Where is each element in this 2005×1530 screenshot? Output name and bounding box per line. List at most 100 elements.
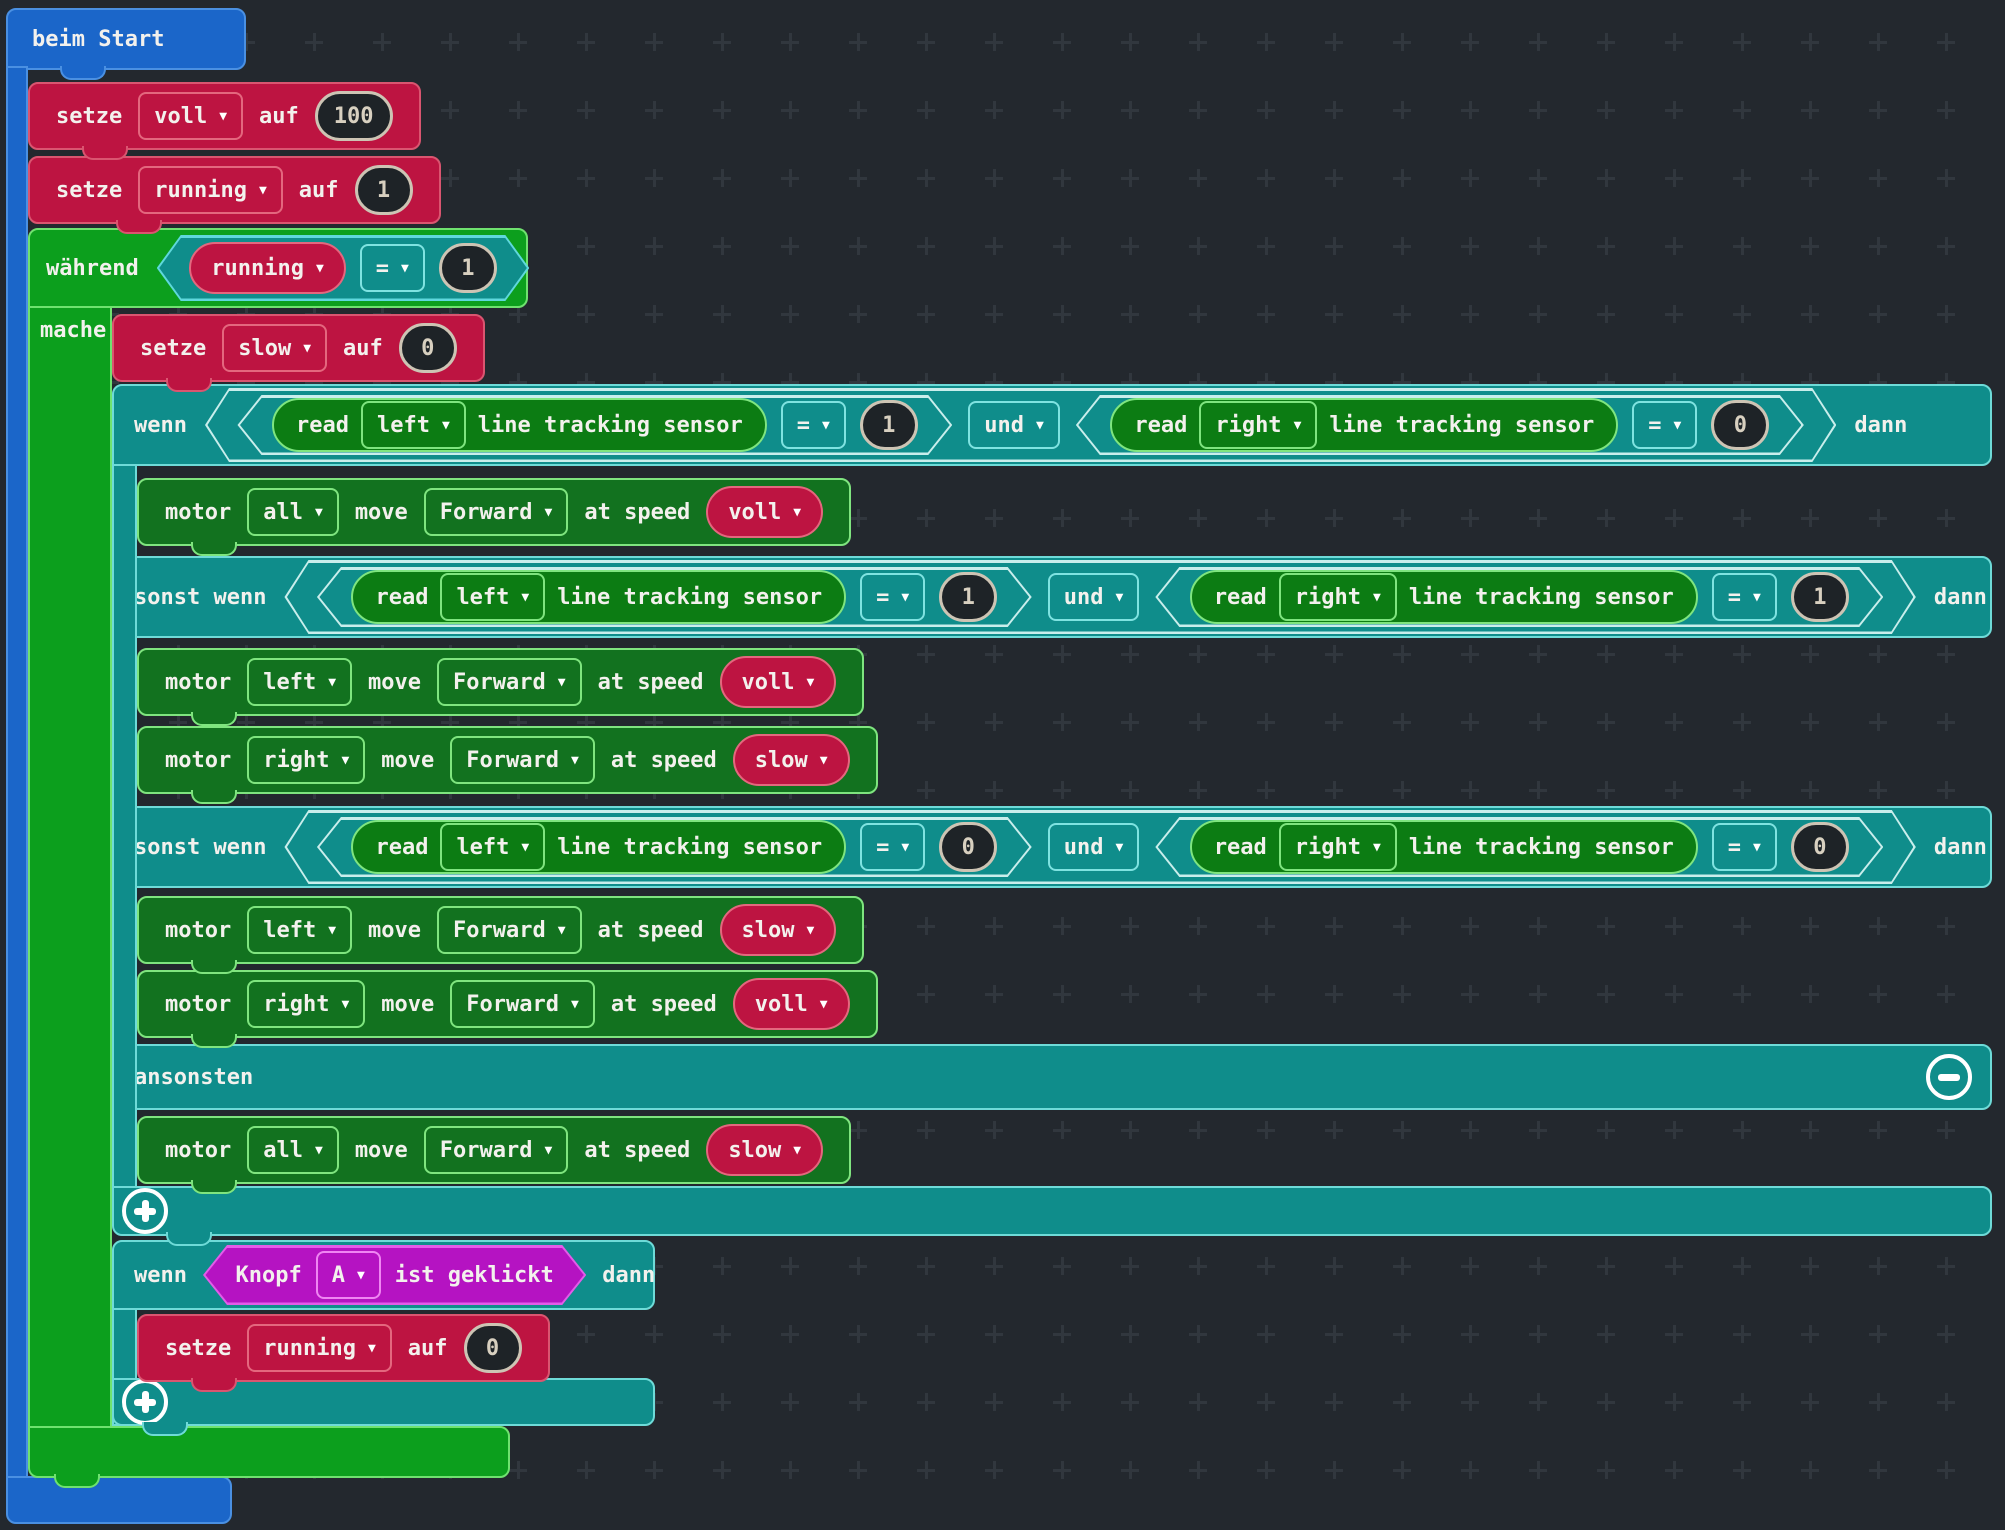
grid-plus-icon <box>577 1461 595 1479</box>
variable-pill-dropdown[interactable]: running ▼ <box>189 242 346 294</box>
connector-bump <box>191 1034 237 1048</box>
motor-block[interactable]: motor left ▼ move Forward ▼ at speed voll ▼ <box>137 648 865 726</box>
grid-plus-icon <box>1529 781 1547 799</box>
operator-dropdown[interactable]: = ▼ <box>1712 823 1777 871</box>
direction-dropdown[interactable]: Forward ▼ <box>450 736 595 784</box>
if-left-spine[interactable] <box>112 464 137 1188</box>
number-input[interactable]: 1 <box>860 400 918 450</box>
number-input[interactable]: 0 <box>1791 822 1849 872</box>
motor-block[interactable]: motor right ▼ move Forward ▼ at speed voll… <box>137 970 878 1048</box>
variable-dropdown[interactable]: running ▼ <box>247 1324 392 1372</box>
comparison-block[interactable]: read right ▼ line tracking sensor = ▼ 1 <box>1155 567 1883 627</box>
set-variable-block[interactable]: setze running ▼ auf 0 <box>137 1314 550 1392</box>
sensor-side-dropdown[interactable]: left ▼ <box>440 823 545 871</box>
speed-variable-dropdown[interactable]: slow ▼ <box>706 1124 824 1176</box>
operator-dropdown[interactable]: = ▼ <box>1712 573 1777 621</box>
and-boolean-block[interactable]: read left ▼ line tracking sensor = ▼ 1 und… <box>205 388 1836 462</box>
comparison-block[interactable]: read right ▼ line tracking sensor = ▼ 0 <box>1155 817 1883 877</box>
number-input[interactable]: 1 <box>439 243 497 293</box>
motor-port-dropdown[interactable]: right ▼ <box>247 736 366 784</box>
comparison-block[interactable]: read left ▼ line tracking sensor = ▼ 1 <box>237 395 952 455</box>
and-dropdown[interactable]: und ▼ <box>1048 823 1140 871</box>
comparison-block[interactable]: read left ▼ line tracking sensor = ▼ 1 <box>317 567 1032 627</box>
line-sensor-reporter[interactable]: read left ▼ line tracking sensor <box>272 398 767 452</box>
add-branch-icon[interactable] <box>122 1379 168 1425</box>
number-input[interactable]: 0 <box>939 822 997 872</box>
button-id-dropdown[interactable]: A ▼ <box>316 1251 381 1299</box>
speed-variable-dropdown[interactable]: voll ▼ <box>732 978 850 1030</box>
direction-dropdown[interactable]: Forward ▼ <box>450 980 595 1028</box>
elseif-condition-row[interactable]: sonst wenn read left ▼ line tracking sens… <box>112 806 2005 888</box>
line-sensor-reporter[interactable]: read left ▼ line tracking sensor <box>351 570 846 624</box>
button-clicked-block[interactable]: Knopf A ▼ ist geklickt <box>203 1245 586 1305</box>
while-loop-block[interactable]: während running ▼ = ▼ 1 <box>28 228 528 308</box>
comparison-block[interactable]: read left ▼ line tracking sensor = ▼ 0 <box>317 817 1032 877</box>
and-boolean-block[interactable]: read left ▼ line tracking sensor = ▼ 1 und… <box>284 560 1915 634</box>
direction-dropdown[interactable]: Forward ▼ <box>423 1126 569 1174</box>
set-variable-block[interactable]: setze voll ▼ auf 100 <box>28 82 421 160</box>
number-input[interactable]: 100 <box>314 91 393 141</box>
line-sensor-reporter[interactable]: read right ▼ line tracking sensor <box>1190 570 1698 624</box>
sensor-side-dropdown[interactable]: right ▼ <box>1279 573 1397 621</box>
direction-dropdown[interactable]: Forward ▼ <box>423 488 569 536</box>
while-condition-block[interactable]: running ▼ = ▼ 1 <box>157 235 530 301</box>
variable-dropdown[interactable]: voll ▼ <box>138 92 244 140</box>
on-start-left-spine[interactable] <box>6 66 28 1478</box>
operator-dropdown[interactable]: = ▼ <box>1632 401 1697 449</box>
line-sensor-reporter[interactable]: read right ▼ line tracking sensor <box>1110 398 1618 452</box>
if-bottom-bar[interactable] <box>112 1186 1992 1246</box>
direction-dropdown[interactable]: Forward ▼ <box>437 906 582 954</box>
sensor-side-dropdown[interactable]: left ▼ <box>440 573 545 621</box>
sensor-side-dropdown[interactable]: right ▼ <box>1279 823 1397 871</box>
number-input[interactable]: 1 <box>939 572 997 622</box>
operator-dropdown[interactable]: = ▼ <box>860 823 925 871</box>
operator-dropdown[interactable]: = ▼ <box>781 401 846 449</box>
number-input[interactable]: 1 <box>1791 572 1849 622</box>
set-variable-block[interactable]: setze running ▼ auf 1 <box>28 156 441 234</box>
motor-block[interactable]: motor all ▼ move Forward ▼ at speed slow ▼ <box>137 1116 852 1194</box>
set-variable-block[interactable]: setze slow ▼ auf 0 <box>112 314 485 392</box>
motor-port-dropdown[interactable]: right ▼ <box>247 980 366 1028</box>
elseif-condition-row[interactable]: sonst wenn read left ▼ line tracking sens… <box>112 556 2005 638</box>
direction-dropdown[interactable]: Forward ▼ <box>437 658 582 706</box>
while-left-spine[interactable] <box>28 306 112 1428</box>
motor-port-dropdown[interactable]: left ▼ <box>247 906 353 954</box>
operator-dropdown[interactable]: = ▼ <box>360 244 425 292</box>
motor-port-dropdown[interactable]: all ▼ <box>247 488 339 536</box>
comparison-block[interactable]: read right ▼ line tracking sensor = ▼ 0 <box>1076 395 1804 455</box>
if-button-row[interactable]: wenn Knopf A ▼ ist geklickt dann <box>112 1240 655 1310</box>
motor-port-dropdown[interactable]: all ▼ <box>247 1126 339 1174</box>
operator-dropdown[interactable]: = ▼ <box>860 573 925 621</box>
motor-block[interactable]: motor all ▼ move Forward ▼ at speed voll ▼ <box>137 478 852 556</box>
variable-dropdown[interactable]: running ▼ <box>138 166 283 214</box>
dropdown-caret-icon: ▼ <box>793 1142 802 1158</box>
add-branch-icon[interactable] <box>122 1188 168 1234</box>
and-boolean-block[interactable]: read left ▼ line tracking sensor = ▼ 0 und… <box>284 810 1915 884</box>
number-input[interactable]: 0 <box>398 323 457 373</box>
number-input[interactable]: 1 <box>354 165 413 215</box>
speed-variable-dropdown[interactable]: voll ▼ <box>706 486 824 538</box>
else-row[interactable]: ansonsten <box>112 1044 1992 1110</box>
speed-variable-dropdown[interactable]: slow ▼ <box>719 904 837 956</box>
while-bottom-bar[interactable] <box>28 1426 510 1488</box>
remove-branch-icon[interactable] <box>1926 1054 1972 1100</box>
speed-variable-dropdown[interactable]: voll ▼ <box>719 656 837 708</box>
speed-variable-dropdown[interactable]: slow ▼ <box>732 734 850 786</box>
line-sensor-reporter[interactable]: read right ▼ line tracking sensor <box>1190 820 1698 874</box>
on-start-bottom-bar[interactable] <box>6 1476 232 1524</box>
variable-dropdown[interactable]: slow ▼ <box>222 324 328 372</box>
and-dropdown[interactable]: und ▼ <box>1048 573 1140 621</box>
if-bottom-bar[interactable] <box>112 1378 655 1436</box>
motor-port-dropdown[interactable]: left ▼ <box>247 658 353 706</box>
and-dropdown[interactable]: und ▼ <box>968 401 1060 449</box>
motor-block[interactable]: motor left ▼ move Forward ▼ at speed slow ▼ <box>137 896 865 974</box>
sensor-side-dropdown[interactable]: left ▼ <box>361 401 466 449</box>
motor-block[interactable]: motor right ▼ move Forward ▼ at speed slow… <box>137 726 878 804</box>
if-condition-row[interactable]: wenn read left ▼ line tracking sensor = ▼ … <box>112 384 1992 466</box>
sensor-side-dropdown[interactable]: right ▼ <box>1199 401 1317 449</box>
number-input[interactable]: 0 <box>1711 400 1769 450</box>
line-sensor-reporter[interactable]: read left ▼ line tracking sensor <box>351 820 846 874</box>
number-input[interactable]: 0 <box>463 1323 522 1373</box>
on-start-block[interactable]: beim Start <box>6 8 246 80</box>
